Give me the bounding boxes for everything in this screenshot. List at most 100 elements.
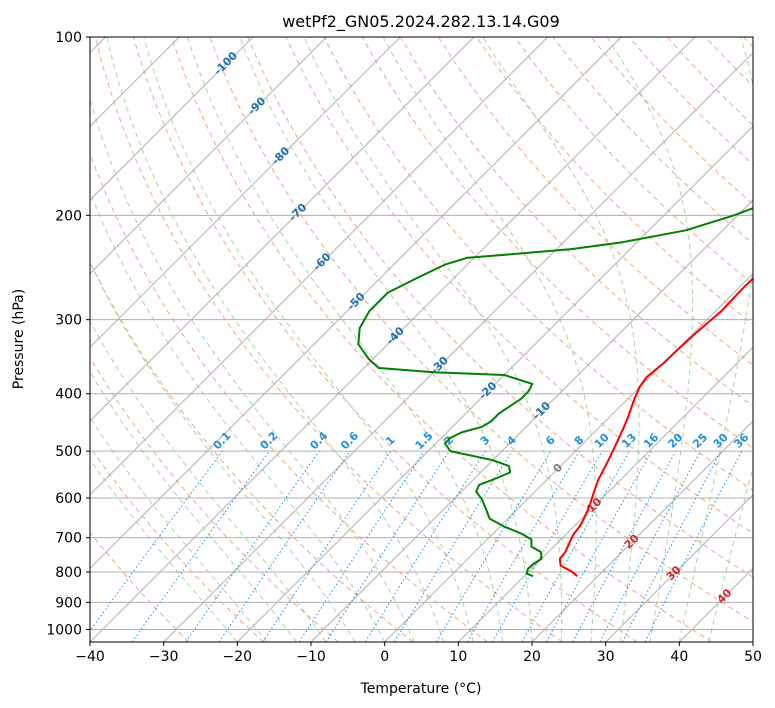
x-tick-label: −20 [223, 649, 253, 665]
mixing-ratio-line [644, 450, 743, 642]
isotherm-line [90, 37, 475, 422]
moist-adiabat-line [106, 37, 445, 642]
mixing-ratio-label: 16 [641, 430, 661, 450]
moist-adiabat-line [90, 190, 386, 642]
isotherm-line [236, 125, 753, 642]
isotherm-line [384, 272, 753, 642]
dry-adiabat-line [94, 37, 563, 642]
moist-adiabat-line [187, 37, 503, 642]
dry-adiabat-line [90, 531, 190, 642]
profile-lines [357, 207, 753, 578]
y-tick-label: 400 [55, 387, 82, 403]
plot-frame [89, 36, 754, 643]
x-tick-label: 0 [380, 649, 389, 665]
moist-adiabat-line [482, 37, 640, 642]
x-tick-label: −40 [75, 649, 105, 665]
isotherm-label: -70 [286, 201, 309, 224]
moist-adiabat-line [606, 37, 694, 642]
isotherm-line [90, 37, 401, 349]
y-axis-label: Pressure (hPa) [11, 289, 27, 389]
isotherm-line [457, 346, 753, 642]
x-tick-label: −30 [149, 649, 179, 665]
dry-adiabat-line [590, 37, 753, 205]
dry-adiabat-line [247, 37, 753, 578]
chart-title: wetPf2_GN05.2024.282.13.14.G09 [282, 12, 560, 32]
mixing-ratio-label: 0.1 [211, 429, 234, 452]
dry-adiabat-line [132, 37, 638, 642]
dry-adiabat-line [666, 37, 753, 126]
mixing-ratio-line [262, 450, 392, 642]
dewpoint-profile-line [357, 207, 753, 578]
dry-adiabat-line [90, 260, 414, 642]
mixing-ratio-label: 3 [478, 433, 493, 448]
isotherm-label: -80 [269, 144, 292, 167]
mixing-ratio-label: 0.4 [307, 429, 330, 452]
x-tick-label: 10 [449, 649, 467, 665]
dry-adiabat-line [704, 37, 753, 87]
mixing-ratio-line [90, 450, 223, 632]
mixing-ratio-label: 1.5 [413, 429, 436, 452]
mixing-ratio-line [298, 450, 425, 642]
dry-adiabat-line [90, 152, 488, 642]
mixing-ratio-label: 13 [619, 431, 639, 451]
moist-adiabat-line [90, 370, 297, 642]
y-tick-label: 900 [55, 595, 82, 611]
mixing-ratio-line [572, 450, 677, 642]
x-tick-label: −10 [296, 649, 326, 665]
mixing-ratio-label: 8 [572, 433, 587, 448]
mixing-ratio-label: 10 [592, 430, 612, 450]
x-axis-label: Temperature (°C) [360, 681, 482, 697]
dry-adiabat-line [90, 356, 339, 642]
isotherm-label: -60 [310, 250, 333, 273]
mixing-ratio-line [185, 450, 320, 642]
isotherm-label: -20 [476, 379, 499, 402]
isotherm-line [90, 37, 549, 496]
y-axis: 100 200 300 400 500 600 700 800 900 1000 [46, 30, 90, 638]
warm-isotherm-label: 30 [664, 563, 684, 583]
moist-adiabat-line [303, 37, 563, 642]
mixing-ratio-line [218, 450, 351, 642]
y-tick-label: 100 [55, 30, 82, 46]
mixing-ratio-line [393, 450, 513, 642]
mixing-ratio-label: 6 [543, 433, 558, 448]
isotherm-line [605, 493, 753, 642]
dry-adiabat-line [743, 37, 753, 48]
moist-adiabat-line [90, 261, 356, 642]
mixing-ratio-line [131, 450, 270, 642]
mixing-ratio-label: 36 [731, 430, 751, 450]
isotherm-label: -50 [344, 290, 367, 313]
x-tick-label: 20 [523, 649, 541, 665]
y-tick-label: 600 [55, 491, 82, 507]
dry-adiabat-line [209, 37, 753, 623]
mixing-ratio-label: 30 [711, 430, 731, 450]
background-lines [90, 37, 753, 642]
y-tick-label: 500 [55, 444, 82, 460]
isotherm-line [752, 641, 753, 642]
isotherm-line [90, 37, 696, 642]
moist-adiabat-line [239, 37, 533, 642]
mixing-ratio-line [364, 450, 486, 642]
mixing-ratio-label: 1 [383, 433, 398, 448]
x-axis: −40 −30 −20 −10 0 10 20 30 40 50 [75, 642, 762, 665]
mixing-ratio-label: 0.2 [257, 429, 280, 452]
dry-adiabat-line [90, 446, 264, 642]
mixing-ratio-line [467, 450, 580, 642]
dry-adiabat-line [361, 37, 753, 449]
mixing-ratio-line [545, 450, 653, 642]
y-tick-label: 1000 [46, 622, 82, 638]
x-tick-label: 50 [744, 649, 762, 665]
dry-adiabat-line [171, 37, 712, 642]
y-tick-label: 300 [55, 313, 82, 329]
dry-adiabat-line [514, 37, 753, 285]
isotherm-label: -100 [211, 49, 240, 78]
x-tick-label: 30 [597, 649, 615, 665]
isotherm-line [678, 567, 753, 642]
y-tick-label: 800 [55, 565, 82, 581]
moist-adiabat-line [90, 416, 268, 642]
isotherm-line [90, 37, 328, 275]
dry-adiabat-line [399, 37, 753, 407]
moist-adiabat-line [90, 458, 238, 642]
mixing-ratio-line [325, 450, 450, 642]
mixing-ratio-label: 0.6 [338, 429, 361, 452]
